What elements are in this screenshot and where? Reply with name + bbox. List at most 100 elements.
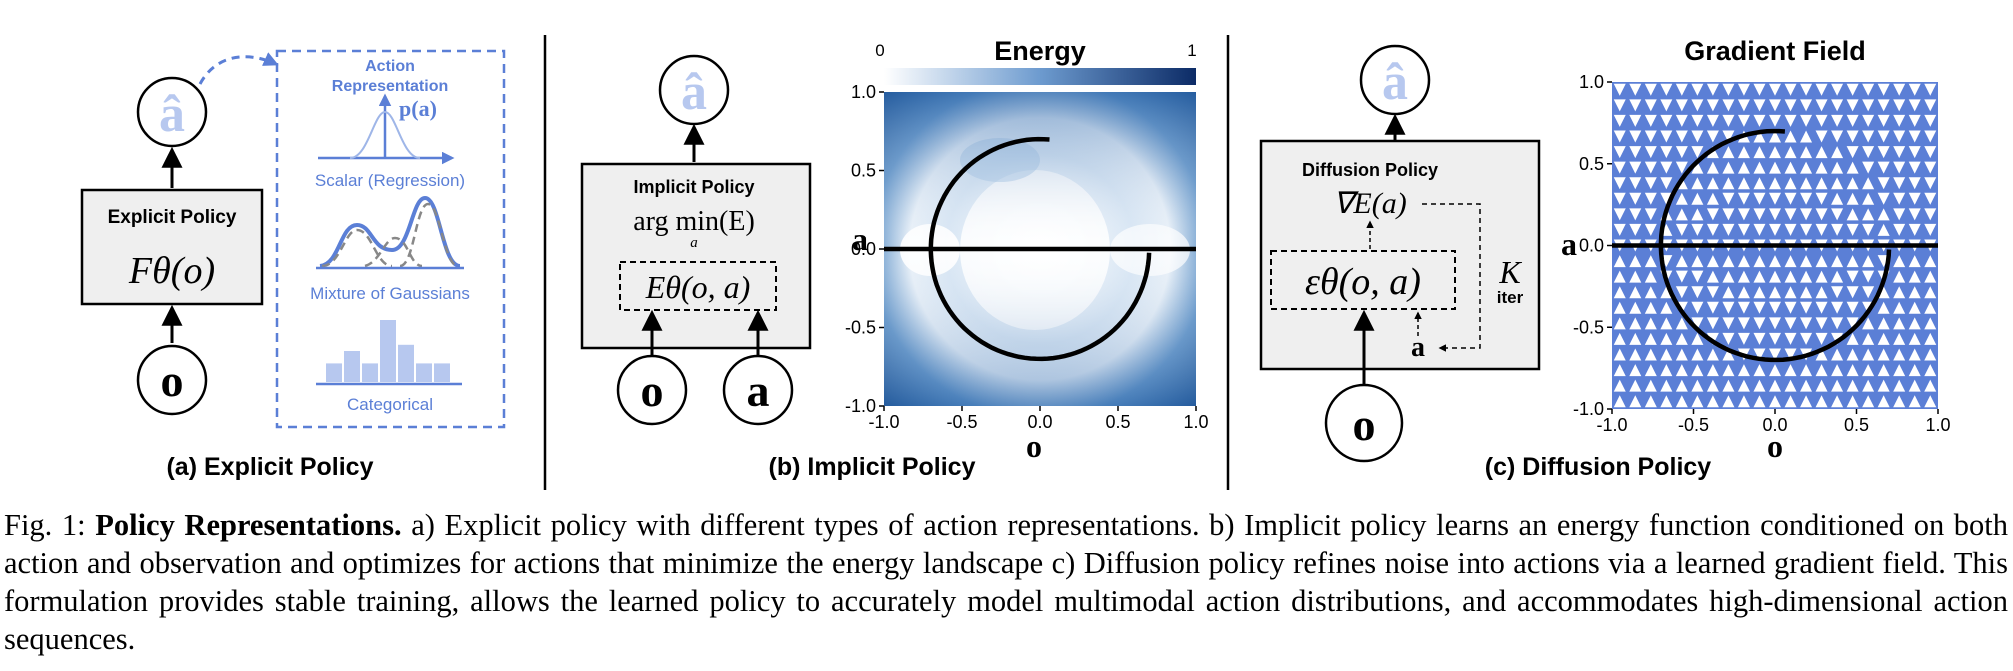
panel-c-caption: (c) Diffusion Policy — [1485, 453, 1712, 481]
gradient-arrow — [1706, 348, 1719, 361]
gradient-arrow — [1862, 192, 1875, 205]
gradient-arrow — [1769, 130, 1781, 143]
gradient-arrow — [1629, 364, 1642, 377]
gradient-arrow — [1784, 255, 1797, 268]
gradient-arrow — [1722, 270, 1735, 283]
gradient-arrow — [1893, 286, 1906, 299]
y-tick-label: 0.0 — [1579, 236, 1604, 256]
explicit-policy-box — [80, 188, 264, 306]
gradient-arrow — [1877, 83, 1890, 96]
categorical-bar — [344, 351, 360, 382]
gradient-field-ylabel: a — [1561, 226, 1577, 262]
gradient-arrow — [1769, 83, 1781, 96]
gradient-arrow — [1831, 161, 1844, 174]
gradient-arrow — [1675, 332, 1688, 345]
gradient-arrow — [1831, 99, 1844, 112]
semicircle-curve — [1658, 128, 1892, 363]
gradient-arrow — [1613, 146, 1626, 159]
iter-k: K — [1498, 254, 1522, 290]
gradient-arrow — [1706, 379, 1719, 392]
gradient-arrow — [1815, 301, 1828, 314]
gradient-arrow — [1815, 177, 1828, 190]
gradient-arrow — [1629, 255, 1642, 268]
gradient-arrow — [1924, 177, 1937, 190]
x-tick-label: -1.0 — [868, 412, 899, 432]
dashed-arrow-to-representation — [198, 52, 279, 85]
output-node-label: â — [159, 86, 185, 143]
gradient-arrow — [1629, 317, 1642, 330]
gradient-arrow — [1908, 255, 1921, 268]
gradient-arrow — [1908, 223, 1921, 236]
y-tick-label: 0.5 — [1579, 154, 1604, 174]
gradient-arrow — [1924, 317, 1937, 330]
gradient-arrow — [1908, 379, 1921, 392]
gradient-arrow — [1846, 348, 1859, 361]
gradient-arrow — [1893, 114, 1906, 127]
gradient-arrow — [1644, 83, 1657, 96]
gradient-arrow — [1660, 114, 1673, 127]
gradient-arrow — [1800, 286, 1813, 299]
gradient-arrow — [1924, 99, 1937, 112]
noise-predictor-box — [1270, 250, 1456, 310]
x-tick-label: 0.5 — [1105, 412, 1130, 432]
gradient-arrow — [1924, 301, 1937, 314]
gradient-arrow — [1893, 83, 1906, 96]
gradient-arrow — [1924, 114, 1937, 127]
gradient-arrow — [1893, 395, 1906, 408]
gradient-arrow — [1815, 317, 1828, 330]
gradient-arrow — [1675, 364, 1688, 377]
gradient-arrow — [1629, 83, 1642, 96]
gradient-arrow — [1862, 99, 1875, 112]
gradient-arrow — [1784, 364, 1797, 377]
heatmap-curves — [884, 136, 1196, 362]
gradient-arrow — [1722, 348, 1735, 361]
gradient-arrow — [1862, 114, 1875, 127]
gradient-arrow — [1877, 177, 1890, 190]
energy-colorbar — [884, 68, 1196, 85]
gradient-arrow — [1644, 348, 1657, 361]
gradient-arrow — [1737, 83, 1750, 96]
gradient-arrow — [1877, 146, 1890, 159]
gradient-arrow — [1753, 317, 1766, 330]
output-node-label: â — [1382, 54, 1408, 111]
gradient-arrow — [1675, 208, 1688, 221]
gradient-arrow — [1722, 146, 1735, 159]
gradient-arrow — [1846, 99, 1859, 112]
gradient-arrow — [1831, 255, 1844, 268]
gradient-arrow — [1815, 99, 1828, 112]
gradient-arrow — [1784, 301, 1797, 314]
gradient-arrow — [1862, 364, 1875, 377]
gradient-arrow — [1675, 83, 1688, 96]
gradient-arrow — [1877, 332, 1890, 345]
gradient-arrow — [1737, 192, 1750, 205]
gradient-arrow — [1815, 161, 1828, 174]
gradient-arrow — [1691, 99, 1704, 112]
gradient-arrow — [1675, 270, 1688, 283]
gradient-arrow — [1644, 161, 1657, 174]
gradient-arrow — [1908, 332, 1921, 345]
x-tick-label: 1.0 — [1183, 412, 1208, 432]
mixture-component-3 — [399, 202, 459, 268]
gradient-arrow — [1815, 208, 1828, 221]
gradient-arrow — [1660, 348, 1673, 361]
gradient-arrow — [1784, 379, 1797, 392]
gradient-arrow — [1691, 161, 1704, 174]
panel-a-caption: (a) Explicit Policy — [166, 453, 373, 481]
gradient-arrow — [1644, 223, 1657, 236]
gradient-arrow — [1629, 114, 1642, 127]
gradient-arrow — [1644, 192, 1657, 205]
gradient-arrow — [1784, 208, 1797, 221]
gradient-arrow — [1613, 395, 1626, 408]
gradient-arrow — [1753, 177, 1766, 190]
gradient-arrow — [1644, 114, 1657, 127]
mixture-component-1 — [321, 228, 393, 268]
gradient-arrow — [1660, 395, 1673, 408]
gradient-arrow — [1877, 379, 1890, 392]
diffusion-policy-box — [1259, 139, 1541, 371]
gradient-arrow — [1691, 332, 1704, 345]
gradient-arrow — [1753, 161, 1766, 174]
y-tick-label: -1.0 — [1573, 399, 1604, 419]
noisy-action-label: a — [1411, 332, 1425, 363]
gradient-arrow — [1908, 114, 1921, 127]
gradient-arrow — [1706, 364, 1719, 377]
